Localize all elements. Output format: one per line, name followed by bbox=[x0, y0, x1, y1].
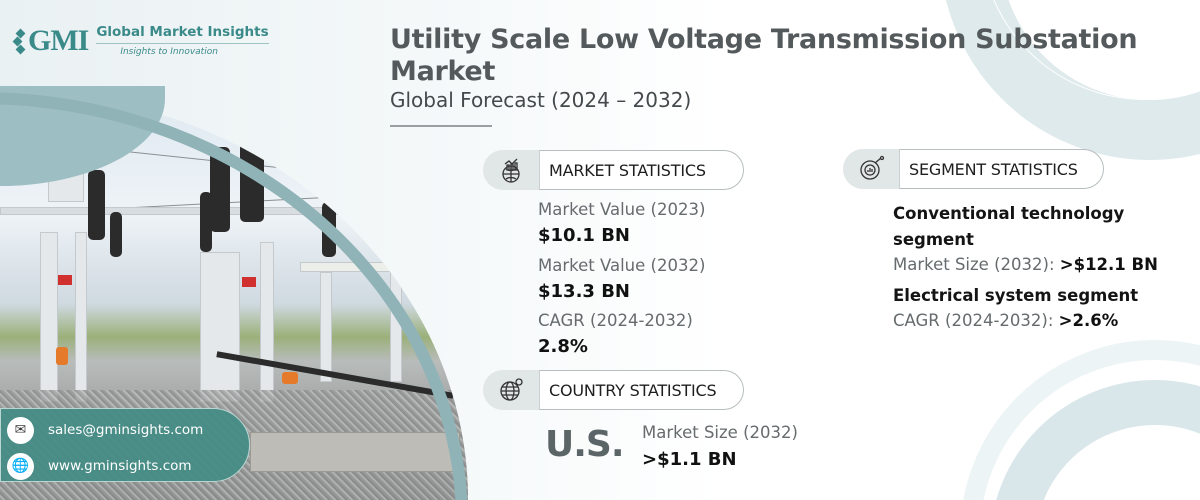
gmi-logo: GMI Global Market Insights Insights to I… bbox=[12, 23, 269, 57]
market-statistics-header: MARKET STATISTICS bbox=[483, 150, 744, 190]
stat-label: Market Value (2032) bbox=[538, 256, 706, 275]
segment-statistics-header: SEGMENT STATISTICS bbox=[843, 149, 1104, 189]
contact-email[interactable]: sales@gminsights.com bbox=[48, 422, 204, 438]
country-statistics-header: COUNTRY STATISTICS bbox=[483, 370, 744, 410]
market-statistics-heading: MARKET STATISTICS bbox=[539, 150, 744, 190]
globe-icon: 🌐 bbox=[7, 452, 34, 480]
globe-chart-icon bbox=[483, 150, 539, 190]
stat-label: CAGR (2024-2032) bbox=[538, 311, 693, 330]
logo-letters: GMI bbox=[28, 23, 89, 57]
country-name: U.S. bbox=[545, 424, 625, 465]
contact-email-row[interactable]: ✉ sales@gminsights.com bbox=[7, 415, 249, 445]
stat-value: $13.3 BN bbox=[538, 281, 630, 302]
country-metric-value: >$1.1 BN bbox=[642, 449, 737, 470]
globe-pin-icon bbox=[483, 370, 539, 410]
segment-metric-label: Market Size (2032): bbox=[893, 255, 1055, 274]
segment-metric-value: >2.6% bbox=[1058, 311, 1119, 330]
contact-website-row[interactable]: 🌐 www.gminsights.com bbox=[7, 451, 249, 481]
pie-chart-target-icon bbox=[843, 149, 899, 189]
title-divider bbox=[390, 125, 492, 127]
segment-metric-value: >$12.1 BN bbox=[1059, 255, 1158, 274]
segment-metric: Market Size (2032): >$12.1 BN bbox=[893, 255, 1158, 274]
stat-label: Market Value (2023) bbox=[538, 200, 706, 219]
segment-statistics-heading: SEGMENT STATISTICS bbox=[899, 149, 1104, 189]
country-statistics-heading: COUNTRY STATISTICS bbox=[539, 370, 744, 410]
stat-value: 2.8% bbox=[538, 336, 588, 357]
segment-title: Electrical system segment bbox=[893, 286, 1139, 305]
brand-tagline: Insights to Innovation bbox=[120, 47, 218, 57]
country-metric-label: Market Size (2032) bbox=[642, 423, 798, 442]
segment-metric: CAGR (2024-2032): >2.6% bbox=[893, 311, 1118, 330]
page-title: Utility Scale Low Voltage Transmission S… bbox=[390, 24, 1138, 87]
logo-mark: GMI bbox=[12, 23, 89, 57]
page-subtitle: Global Forecast (2024 – 2032) bbox=[390, 88, 692, 112]
envelope-icon: ✉ bbox=[7, 416, 34, 444]
contact-banner: ✉ sales@gminsights.com 🌐 www.gminsights.… bbox=[0, 408, 250, 482]
segment-metric-label: CAGR (2024-2032): bbox=[893, 311, 1054, 330]
segment-title: Conventional technology segment bbox=[893, 204, 1125, 249]
logo-diamond-icon bbox=[12, 28, 26, 54]
brand-name: Global Market Insights bbox=[96, 24, 269, 44]
contact-website[interactable]: www.gminsights.com bbox=[48, 458, 192, 474]
stat-value: $10.1 BN bbox=[538, 225, 630, 246]
